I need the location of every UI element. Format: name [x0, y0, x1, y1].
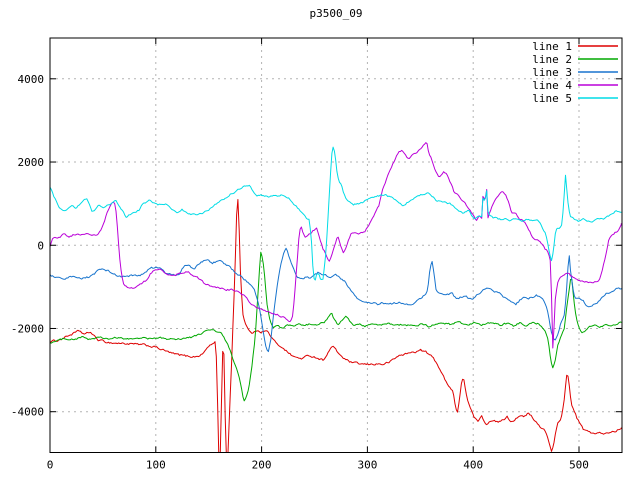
legend-label-2: line 2	[532, 53, 572, 66]
legend-label-3: line 3	[532, 66, 572, 79]
legend-label-1: line 1	[532, 40, 572, 53]
x-tick-label: 500	[569, 459, 589, 472]
y-tick-label: 4000	[18, 73, 45, 86]
series-line-5	[50, 146, 622, 281]
y-tick-label: -4000	[11, 406, 44, 419]
series-line-2	[50, 251, 622, 402]
legend-label-4: line 4	[532, 79, 572, 92]
y-tick-label: 0	[37, 239, 44, 252]
series-line-3	[50, 247, 622, 353]
x-tick-label: 400	[463, 459, 483, 472]
series-line-1	[50, 199, 622, 453]
axis-labels: 0 100 200 300 400 500 4000 2000 0 -2000 -4000	[11, 73, 589, 472]
x-tick-label: 200	[252, 459, 272, 472]
data-series	[50, 142, 622, 453]
plot-title: p3500_09	[310, 7, 363, 20]
plot-frame	[49, 37, 623, 453]
x-tick-label: 0	[47, 459, 54, 472]
x-tick-label: 300	[357, 459, 377, 472]
legend-label-5: line 5	[532, 92, 572, 105]
y-tick-label: 2000	[18, 156, 45, 169]
series-line-4	[50, 142, 622, 349]
plot-border	[49, 37, 623, 453]
y-tick-label: -2000	[11, 322, 44, 335]
x-tick-label: 100	[146, 459, 166, 472]
